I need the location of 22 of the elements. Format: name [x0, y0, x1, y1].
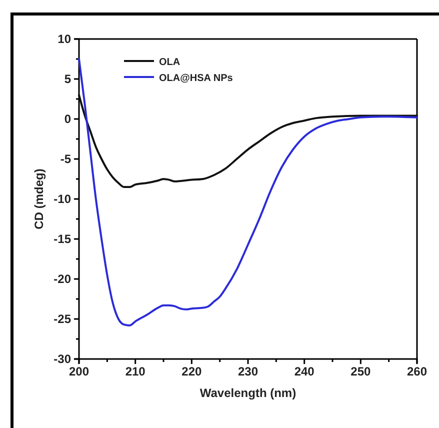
x-axis-title: Wavelength (nm) — [200, 386, 296, 400]
x-tick-label: 200 — [68, 364, 90, 379]
y-tick-label: -15 — [54, 232, 72, 246]
y-axis-title: CD (mdeg) — [32, 168, 46, 230]
y-tick-label: -5 — [60, 152, 72, 166]
legend-label: OLA@HSA NPs — [159, 73, 234, 84]
y-tick-label: 10 — [58, 32, 72, 46]
legend-label: OLA — [159, 57, 180, 68]
y-tick-label: -25 — [54, 312, 72, 326]
x-tick-label: 260 — [406, 364, 428, 379]
line-series — [78, 94, 418, 188]
y-tick-label: 5 — [64, 72, 72, 86]
x-tick-label: 210 — [125, 364, 146, 379]
x-tick-label: 240 — [294, 364, 315, 379]
x-tick-label: 230 — [238, 364, 258, 379]
y-tick-label: 0 — [64, 112, 72, 126]
x-tick-label: 250 — [350, 364, 371, 379]
line-series — [78, 58, 418, 326]
y-tick-label: -30 — [54, 352, 72, 366]
y-tick-label: -20 — [54, 272, 72, 286]
y-tick-label: -10 — [54, 192, 72, 206]
x-tick-label: 220 — [182, 364, 202, 379]
